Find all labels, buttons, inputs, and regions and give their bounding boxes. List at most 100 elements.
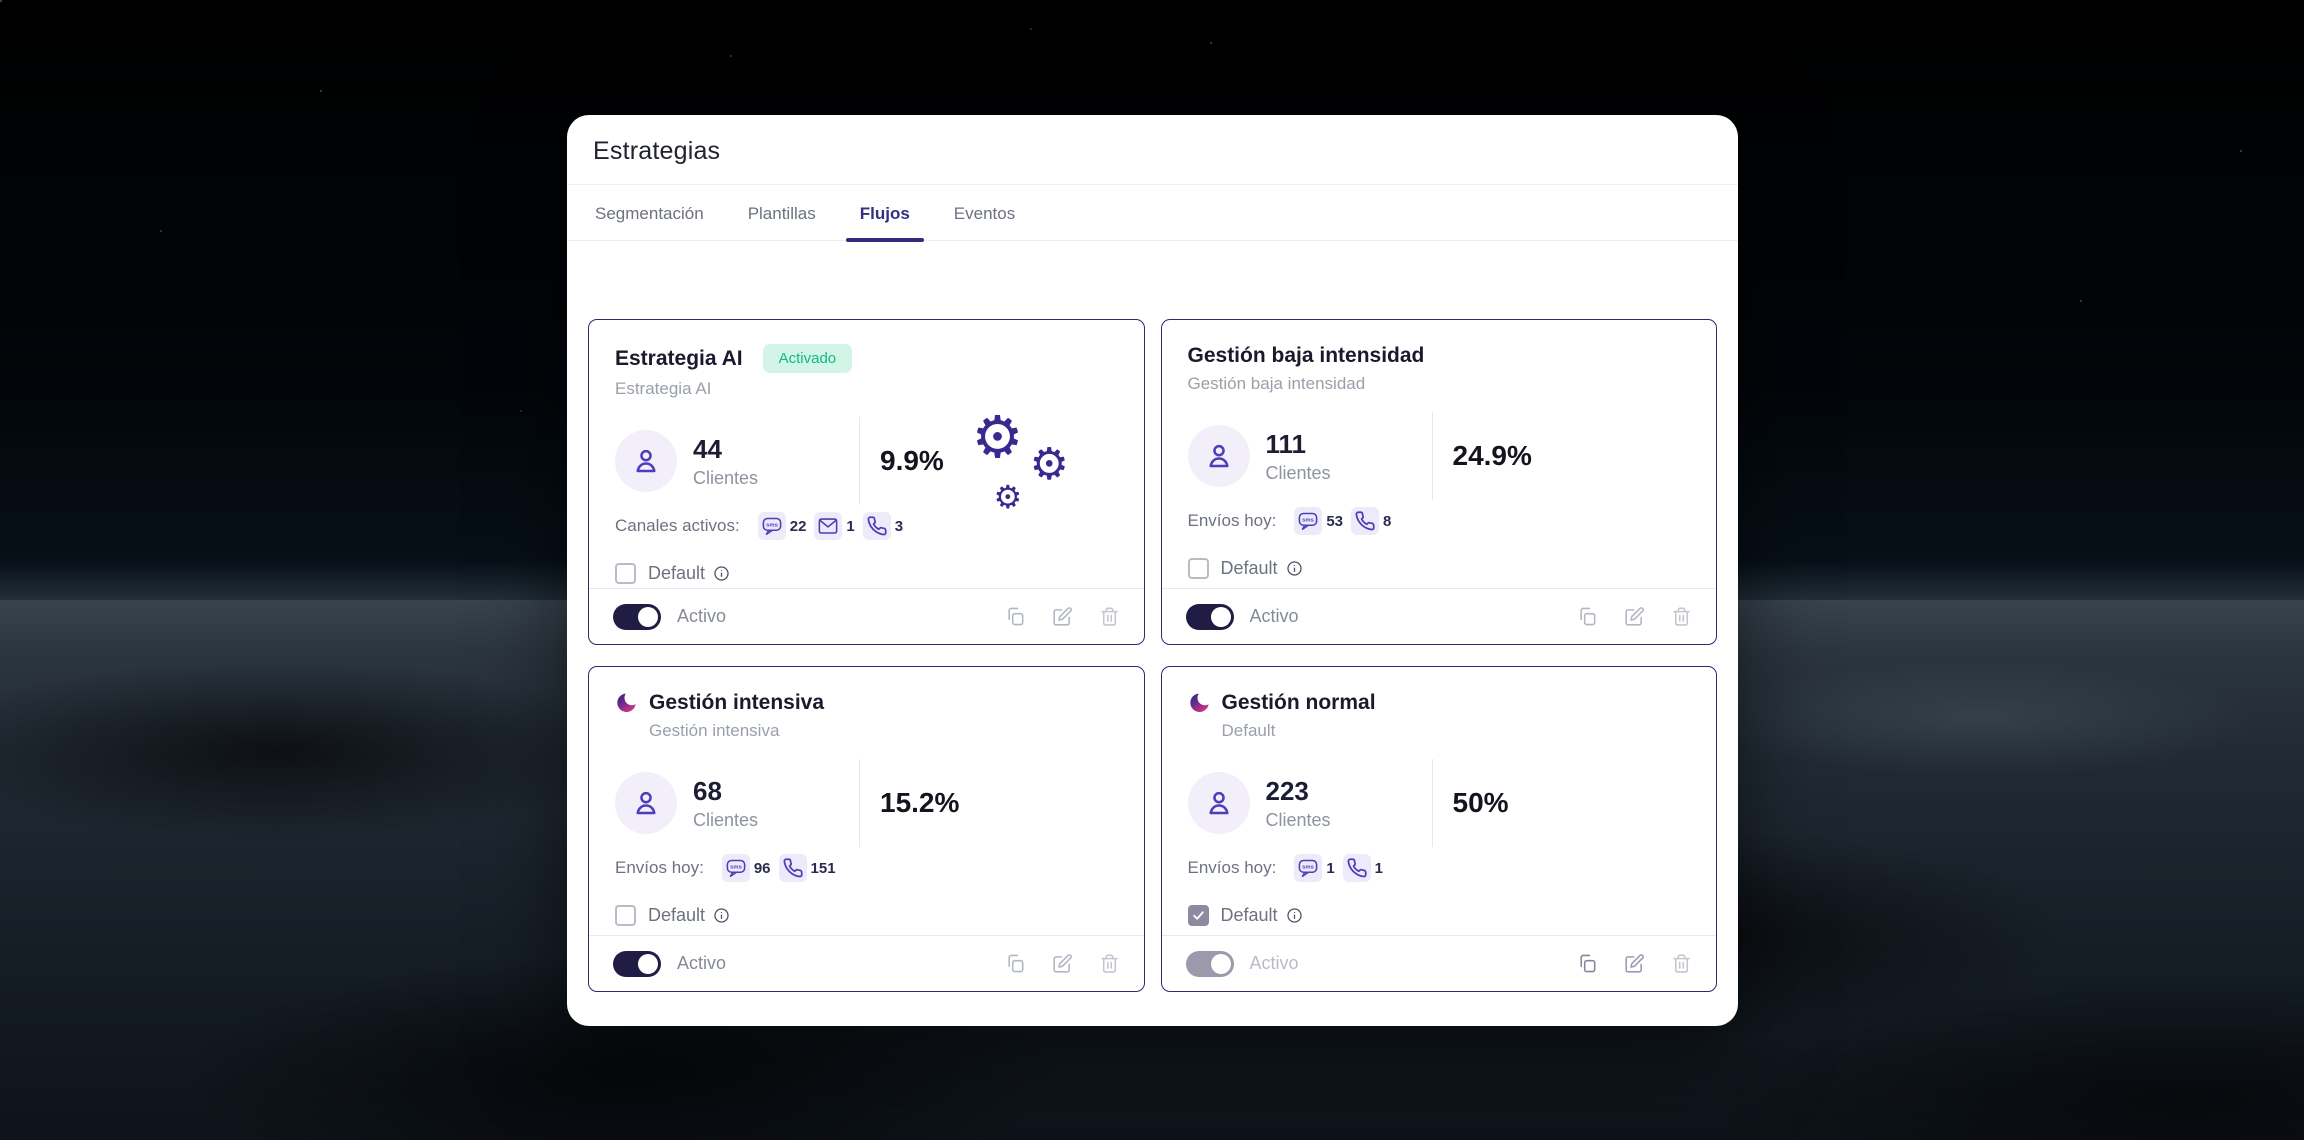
sms-count: 22 — [789, 517, 807, 535]
strategy-cards-grid: Estrategia AI Activado Estrategia AI 44 … — [588, 319, 1717, 992]
card-subtitle: Gestión intensiva — [649, 721, 780, 740]
copy-icon[interactable] — [1577, 953, 1598, 974]
tab-plantillas[interactable]: Plantillas — [747, 204, 816, 223]
copy-icon[interactable] — [1005, 606, 1026, 627]
sms-count: 96 — [753, 859, 771, 877]
sms-icon — [721, 854, 750, 882]
email-icon — [814, 512, 843, 540]
clients-avatar — [615, 430, 677, 492]
delete-icon[interactable] — [1671, 953, 1692, 974]
percentage-value: 24.9% — [1452, 440, 1532, 471]
edit-icon[interactable] — [1624, 606, 1645, 627]
sms-count: 1 — [1326, 859, 1335, 877]
edit-icon[interactable] — [1052, 953, 1073, 974]
clients-count: 111 — [1265, 428, 1307, 459]
edit-icon[interactable] — [1624, 953, 1645, 974]
check-icon — [1192, 911, 1204, 920]
copy-icon[interactable] — [1577, 606, 1598, 627]
card-footer: Activo — [589, 588, 1144, 644]
card-body: Estrategia AI Activado Estrategia AI 44 … — [589, 320, 1144, 588]
phone-count: 151 — [810, 859, 836, 877]
active-toggle[interactable] — [1185, 950, 1234, 977]
card-subtitle: Gestión baja intensidad — [1187, 374, 1366, 393]
phone-count: 1 — [1374, 859, 1384, 877]
default-label: Default — [648, 905, 706, 925]
phone-icon — [778, 854, 807, 882]
status-badge: Activado — [762, 344, 853, 373]
delete-icon[interactable] — [1099, 606, 1120, 627]
clients-label: Clientes — [693, 467, 759, 488]
active-label: Activo — [677, 606, 727, 626]
sms-icon — [1294, 507, 1323, 535]
active-label: Activo — [1249, 953, 1299, 973]
clients-avatar — [1187, 425, 1250, 487]
info-icon[interactable] — [1286, 907, 1303, 924]
stars-decoration — [0, 0, 2, 2]
email-count: 1 — [846, 517, 855, 535]
strategy-card-estrategia-ai: Estrategia AI Activado Estrategia AI 44 … — [588, 319, 1145, 645]
phone-icon — [1342, 854, 1371, 882]
estrategias-modal: Estrategias Segmentación Plantillas Fluj… — [567, 115, 1738, 1026]
phone-icon — [1351, 507, 1380, 535]
active-toggle[interactable] — [613, 603, 661, 630]
default-checkbox[interactable] — [1187, 558, 1209, 579]
edit-icon[interactable] — [1052, 606, 1073, 627]
sms-icon — [757, 512, 786, 540]
card-title: Gestión normal — [1221, 691, 1376, 714]
sms-count: 53 — [1326, 512, 1344, 530]
card-body: Gestión intensiva Gestión intensiva 68 C… — [589, 667, 1144, 935]
default-label: Default — [1220, 558, 1278, 578]
divider — [859, 417, 860, 505]
channels-label: Envíos hoy: — [1187, 858, 1277, 877]
person-icon — [1208, 791, 1229, 815]
moon-icon — [1189, 693, 1209, 712]
card-subtitle: Default — [1221, 721, 1276, 740]
info-icon[interactable] — [1286, 560, 1303, 577]
active-label: Activo — [1249, 606, 1299, 626]
phone-icon — [862, 512, 891, 540]
active-toggle[interactable] — [613, 950, 661, 977]
default-checkbox[interactable] — [615, 905, 636, 926]
percentage-value: 15.2% — [880, 787, 960, 818]
divider — [1431, 759, 1433, 847]
info-icon[interactable] — [713, 565, 730, 582]
default-label: Default — [1220, 905, 1278, 925]
card-body: Gestión baja intensidad Gestión baja int… — [1162, 320, 1717, 588]
default-label: Default — [648, 563, 706, 583]
clients-label: Clientes — [1265, 462, 1331, 483]
divider — [859, 759, 860, 847]
card-footer: Activo — [1161, 588, 1716, 644]
card-title: Gestión baja intensidad — [1187, 344, 1425, 367]
person-icon — [636, 449, 656, 473]
phone-count: 3 — [894, 517, 904, 535]
clients-label: Clientes — [1265, 809, 1331, 830]
copy-icon[interactable] — [1005, 953, 1026, 974]
tab-eventos[interactable]: Eventos — [953, 204, 1016, 223]
channels-label: Envíos hoy: — [1187, 511, 1277, 530]
card-footer: Activo — [589, 935, 1144, 991]
default-checkbox[interactable] — [615, 563, 636, 584]
default-checkbox[interactable] — [1187, 905, 1209, 926]
active-label: Activo — [677, 953, 727, 973]
clients-label: Clientes — [693, 809, 759, 830]
info-icon[interactable] — [713, 907, 730, 924]
channels-label: Envíos hoy: — [615, 858, 704, 877]
tab-flujos[interactable]: Flujos — [845, 190, 924, 242]
page-title: Estrategias — [593, 137, 721, 165]
tab-bar: Segmentación Plantillas Flujos Eventos — [567, 185, 1738, 242]
active-toggle[interactable] — [1185, 603, 1234, 630]
card-body: Gestión normal Default 223 Clientes 50% … — [1162, 667, 1717, 935]
delete-icon[interactable] — [1671, 606, 1692, 627]
card-footer: Activo — [1161, 935, 1716, 991]
channels-label: Canales activos: — [615, 516, 740, 535]
strategy-card-gestion-normal: Gestión normal Default 223 Clientes 50% … — [1160, 666, 1717, 992]
moon-icon — [617, 693, 636, 712]
delete-icon[interactable] — [1099, 953, 1120, 974]
tab-segmentacion[interactable]: Segmentación — [595, 204, 704, 223]
card-subtitle: Estrategia AI — [615, 379, 712, 398]
divider — [1431, 412, 1433, 500]
modal-header: Estrategias — [567, 115, 1738, 185]
card-title: Estrategia AI — [615, 346, 743, 370]
person-icon — [636, 791, 656, 815]
clients-count: 68 — [693, 775, 722, 806]
